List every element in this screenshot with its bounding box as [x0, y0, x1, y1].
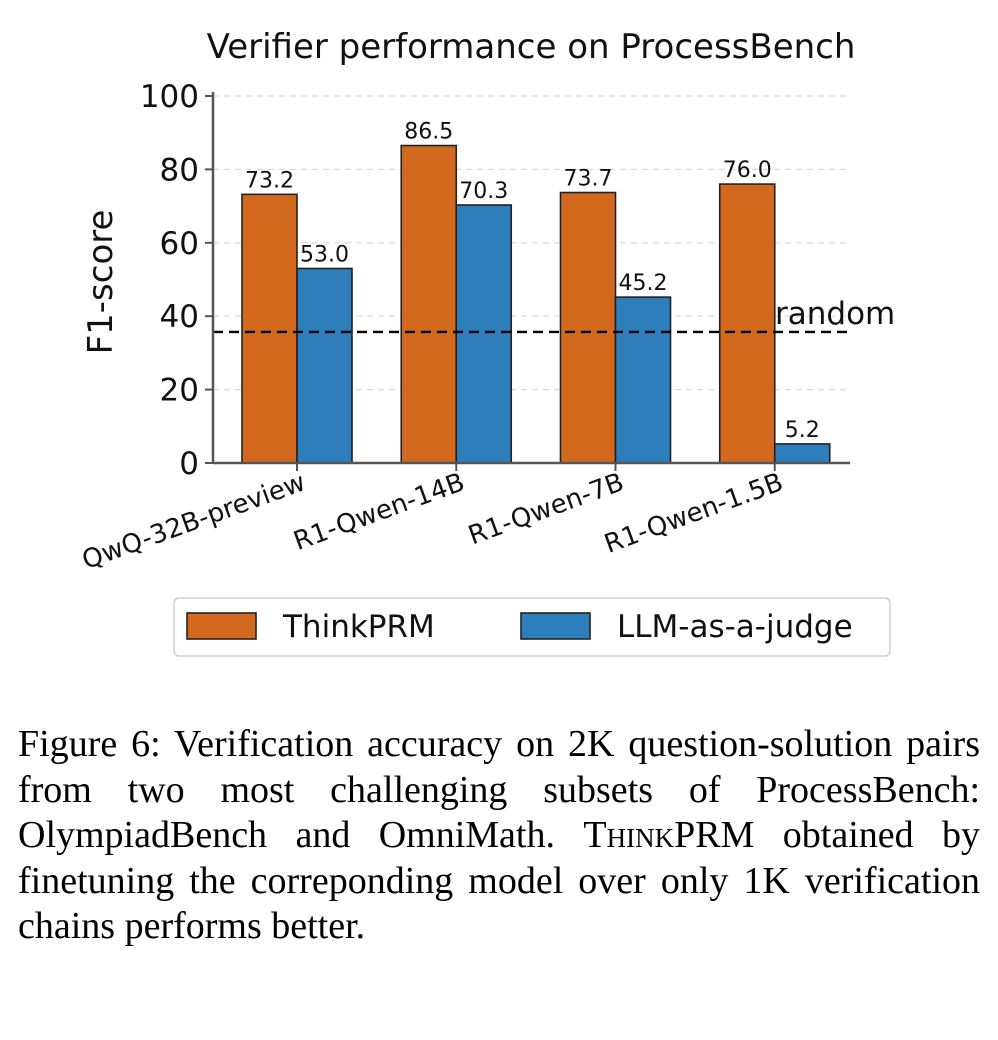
bars [241, 144, 831, 464]
random-baseline-label: random [775, 296, 895, 332]
y-tick-label: 80 [160, 152, 199, 188]
bar-value-label: 53.0 [300, 242, 349, 267]
bar-value-label: 73.2 [245, 168, 294, 193]
bar-llm-as-a-judge [296, 267, 353, 464]
legend-swatch [186, 612, 257, 640]
legend: ThinkPRM LLM-as-a-judge [173, 597, 891, 657]
bar-chart: Verifier performance on ProcessBench 73.… [78, 27, 895, 657]
y-tick-label: 40 [160, 299, 199, 335]
y-tick-label: 0 [179, 446, 199, 482]
bar-llm-as-a-judge [455, 204, 513, 464]
bar-thinkprm [400, 144, 458, 464]
bar-value-label: 45.2 [619, 271, 668, 296]
caption-suffix: obtained by finetuning the correponding … [18, 814, 981, 947]
bar-thinkprm [718, 183, 776, 464]
value-labels: 73.2 86.5 73.7 76.0 53.0 70.3 45.2 5.2 [245, 120, 820, 443]
legend-label: ThinkPRM [282, 609, 435, 645]
chart-title: Verifier performance on ProcessBench [207, 27, 856, 67]
caption-prefix: Figure 6: Verification accuracy on 2K qu… [18, 723, 980, 856]
y-axis-label: F1-score [81, 210, 121, 355]
figure-caption: Figure 6: Verification accuracy on 2K qu… [18, 722, 980, 950]
bar-llm-as-a-judge [614, 296, 672, 464]
bar-value-label: 70.3 [459, 179, 508, 204]
x-tick-label: R1-Qwen-1.5B [600, 467, 787, 559]
bar-thinkprm [241, 193, 298, 464]
x-tick-label: QwQ-32B-preview [78, 467, 309, 576]
bar-value-label: 86.5 [404, 120, 453, 145]
bar-value-label: 5.2 [785, 418, 820, 443]
y-tick-label: 60 [160, 226, 199, 262]
bar-thinkprm [559, 191, 617, 464]
legend-swatch [520, 612, 591, 640]
bar-value-label: 73.7 [564, 167, 613, 192]
bar-value-label: 76.0 [723, 158, 772, 183]
axes [211, 92, 850, 465]
reference-line: random [213, 296, 895, 334]
y-tick-label: 20 [160, 373, 199, 409]
bar-llm-as-a-judge [773, 443, 831, 464]
caption-method-name: ThinkPRM [583, 814, 755, 856]
y-tick-label: 100 [140, 79, 199, 115]
y-ticks: 0 20 40 60 80 100 [140, 79, 213, 482]
legend-label: LLM-as-a-judge [617, 609, 853, 645]
x-tick-label: R1-Qwen-14B [290, 467, 469, 557]
